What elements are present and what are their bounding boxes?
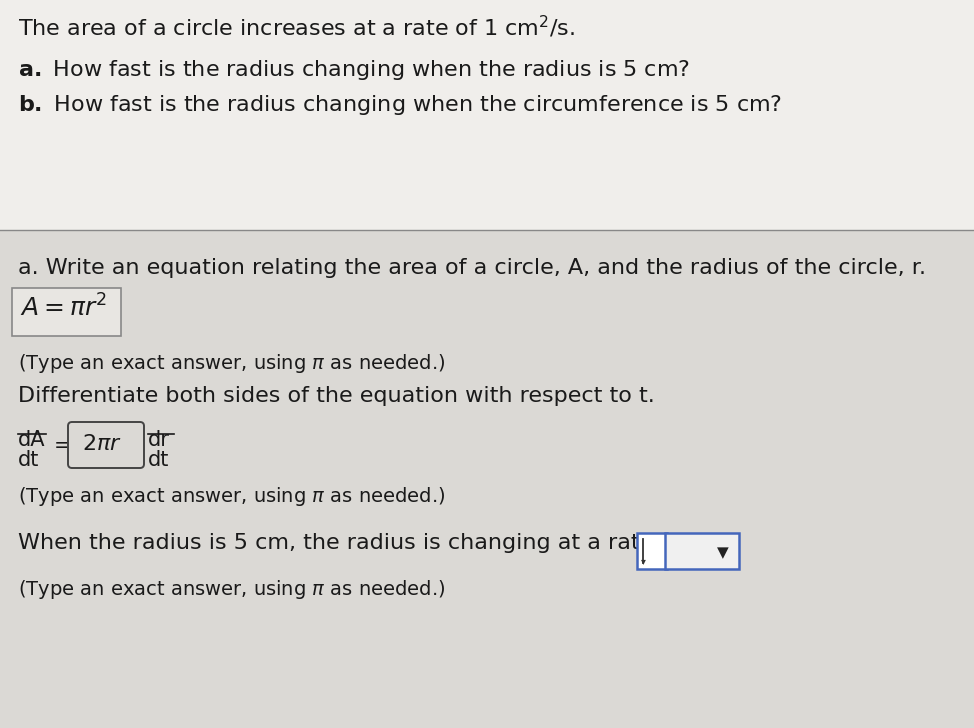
Text: (Type an exact answer, using $\pi$ as needed.): (Type an exact answer, using $\pi$ as ne… <box>18 352 445 375</box>
FancyBboxPatch shape <box>637 533 667 569</box>
Text: $A=\pi r^2$: $A=\pi r^2$ <box>20 294 107 321</box>
Text: The area of a circle increases at a rate of 1 cm$^2$/s.: The area of a circle increases at a rate… <box>18 14 575 40</box>
Text: $\mathbf{b.}$ How fast is the radius changing when the circumference is 5 cm?: $\mathbf{b.}$ How fast is the radius cha… <box>18 93 782 117</box>
Text: dr: dr <box>148 430 169 450</box>
FancyBboxPatch shape <box>12 288 121 336</box>
Text: (Type an exact answer, using $\pi$ as needed.): (Type an exact answer, using $\pi$ as ne… <box>18 485 445 508</box>
Text: =: = <box>54 436 72 456</box>
FancyBboxPatch shape <box>665 533 739 569</box>
Text: ▼: ▼ <box>717 545 729 561</box>
Text: (Type an exact answer, using $\pi$ as needed.): (Type an exact answer, using $\pi$ as ne… <box>18 578 445 601</box>
Text: ▾: ▾ <box>641 556 646 566</box>
Text: When the radius is 5 cm, the radius is changing at a rate of: When the radius is 5 cm, the radius is c… <box>18 533 682 553</box>
Text: dt: dt <box>148 450 169 470</box>
FancyBboxPatch shape <box>0 0 974 230</box>
Text: dA: dA <box>18 430 46 450</box>
Text: a. Write an equation relating the area of a circle, A, and the radius of the cir: a. Write an equation relating the area o… <box>18 258 926 278</box>
FancyBboxPatch shape <box>68 422 144 468</box>
Text: $2\pi r$: $2\pi r$ <box>82 434 122 454</box>
FancyBboxPatch shape <box>0 230 974 728</box>
Text: $\mathbf{a.}$ How fast is the radius changing when the radius is 5 cm?: $\mathbf{a.}$ How fast is the radius cha… <box>18 58 691 82</box>
Text: Differentiate both sides of the equation with respect to t.: Differentiate both sides of the equation… <box>18 386 655 406</box>
Text: dt: dt <box>18 450 39 470</box>
